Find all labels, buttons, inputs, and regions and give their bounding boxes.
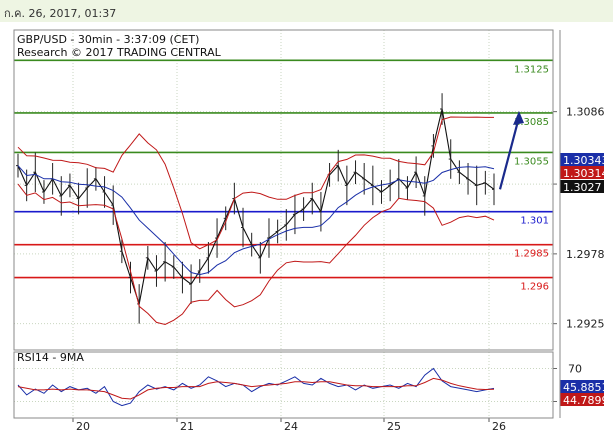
price-tag-label: 1.30343 [563, 154, 609, 167]
rsi-value-tag-box [560, 380, 604, 393]
upper-band-line [17, 116, 494, 250]
price-tag-label: 1.30314 [563, 167, 609, 180]
level-label: 1.301 [520, 216, 549, 227]
price-tag-box [560, 166, 604, 179]
y-tick-label: 1.2925 [566, 318, 605, 331]
forecast-arrow-head [513, 110, 524, 125]
rsi-ma-line [17, 377, 495, 400]
chart-title: GBP/USD - 30min - 3:37:09 (CET) [17, 33, 199, 46]
lower-band-line [17, 183, 495, 326]
date-bar: ก.ค. 26, 2017, 01:37 [0, 0, 613, 22]
price-tag-box [560, 180, 604, 193]
level-label: 1.2985 [514, 249, 549, 260]
x-tick-label: 26 [492, 420, 506, 433]
rsi-value-tag-label: 45.8851 [563, 381, 609, 394]
price-tag-box [560, 153, 604, 166]
date-label: ก.ค. 26, 2017, 01:37 [4, 7, 117, 20]
rsi-tick-label: 70 [568, 363, 582, 376]
level-label: 1.3055 [514, 156, 549, 167]
level-label: 1.3085 [514, 117, 549, 128]
chart-subtitle: Research © 2017 TRADING CENTRAL [17, 46, 222, 59]
rsi-plot-frame [13, 351, 554, 419]
rsi-title: RSI14 - 9MA [17, 351, 84, 364]
forecast-arrow-line [498, 120, 520, 190]
main-plot-frame [13, 29, 554, 351]
y-tick-label: 1.3086 [566, 106, 605, 119]
x-tick-label: 20 [76, 420, 90, 433]
x-tick-label: 21 [180, 420, 194, 433]
moving-average-line [17, 165, 495, 276]
y-tick-label: 1.2978 [566, 248, 605, 261]
x-tick-label: 24 [284, 420, 298, 433]
price-tag-label: 1.3027 [563, 181, 602, 194]
rsi-line [17, 367, 495, 407]
level-label: 1.296 [520, 282, 549, 293]
level-label: 1.3125 [514, 64, 549, 75]
rsi-value-tag-label: 44.7899 [563, 394, 609, 407]
x-tick-label: 25 [387, 420, 401, 433]
price-line [17, 108, 495, 305]
rsi-value-tag-box [560, 393, 604, 406]
